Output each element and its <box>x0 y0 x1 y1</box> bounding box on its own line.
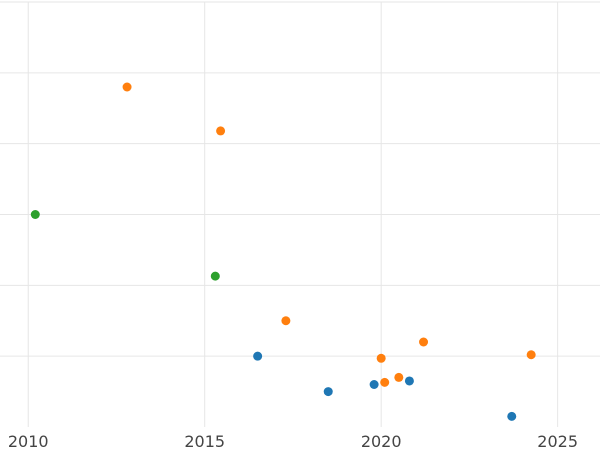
data-point-series-2-4 <box>376 353 386 363</box>
data-point-series-1-5 <box>507 411 517 421</box>
x-tick-label-2020: 2020 <box>361 432 402 450</box>
data-point-series-2-3 <box>281 316 291 326</box>
x-axis-tick-labels: 2010 2015 2020 2025 <box>8 432 578 450</box>
x-tick-label-2025: 2025 <box>537 432 578 450</box>
data-point-series-3-1 <box>30 210 40 219</box>
data-point-series-2-1 <box>122 82 132 92</box>
data-point-series-1-4 <box>404 376 414 386</box>
data-point-series-2-8 <box>526 350 536 360</box>
data-points <box>30 82 536 421</box>
data-point-series-3-2 <box>210 271 220 281</box>
data-point-series-2-6 <box>394 372 404 382</box>
data-point-series-1-1 <box>253 351 263 361</box>
data-point-series-2-5 <box>380 377 390 387</box>
data-point-series-2-7 <box>419 337 429 347</box>
grid-lines <box>0 1 600 427</box>
x-tick-label-2015: 2015 <box>184 432 225 450</box>
data-point-series-1-2 <box>323 387 333 397</box>
data-point-series-2-2 <box>216 126 226 136</box>
data-point-series-1-3 <box>369 380 379 389</box>
x-tick-label-2010: 2010 <box>8 432 49 450</box>
